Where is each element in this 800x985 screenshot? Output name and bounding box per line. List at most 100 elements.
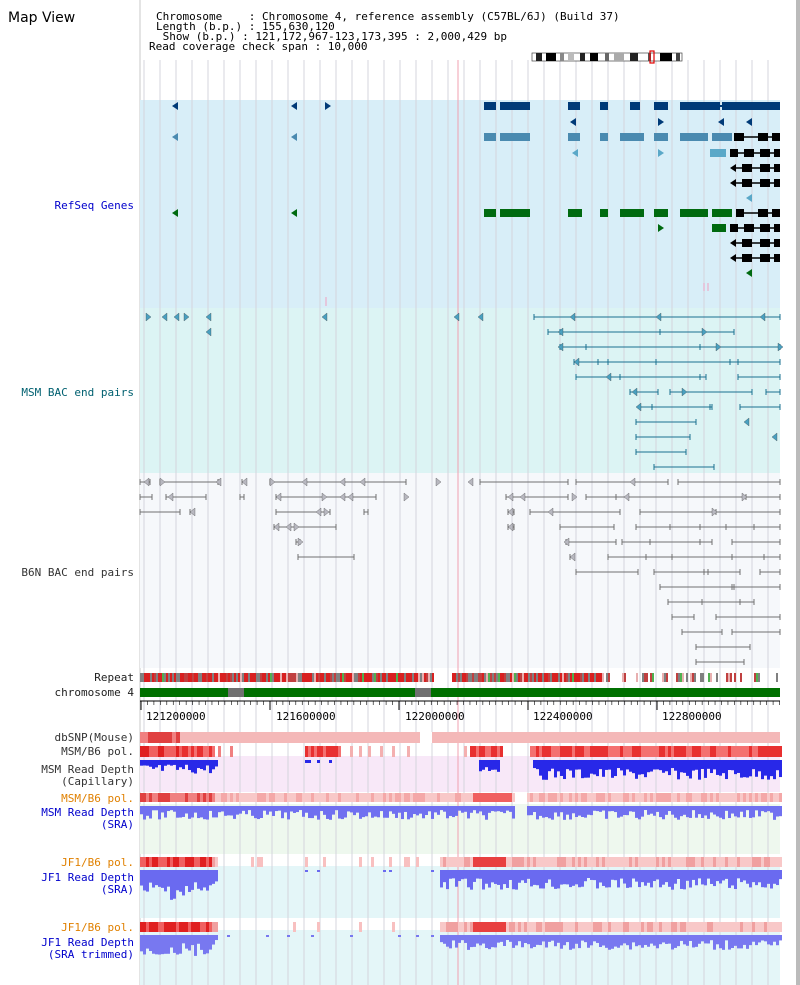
jf1-depth-trim-bin xyxy=(638,935,641,946)
axis-tick-label-2: 121600000 xyxy=(276,710,336,723)
jf1-depth-sra-bin xyxy=(764,870,767,888)
jf1-pol2-bin xyxy=(752,922,755,932)
msm-pol-bin xyxy=(668,746,671,757)
msm-depth-sra-bin xyxy=(209,806,212,811)
jf1-pol-bin xyxy=(197,857,200,867)
track-label-refseq[interactable]: RefSeq Genes xyxy=(54,199,134,212)
jf1-pol2-bin xyxy=(500,922,503,932)
jf1-depth-trim-bin xyxy=(206,935,209,954)
jf1-depth-sra-bin xyxy=(536,870,539,886)
repeat-segment xyxy=(406,673,408,682)
jf1-depth-sra-bin xyxy=(305,870,308,872)
jf1-pol-bin xyxy=(632,857,635,867)
msm-pol-bin xyxy=(326,746,329,757)
msm-pol2-bin xyxy=(776,793,779,802)
msm-depth-cap-bin xyxy=(743,760,746,778)
jf1-pol-bin xyxy=(467,857,470,867)
gene-arrow xyxy=(291,102,297,110)
repeat-segment xyxy=(322,673,324,682)
msm-pol2-bin xyxy=(407,793,410,802)
msm-pol-bin xyxy=(725,746,728,757)
msm-depth-sra-bin xyxy=(422,806,425,819)
repeat-segment xyxy=(218,673,220,682)
msm-pol2-bin xyxy=(758,793,761,802)
repeat-segment xyxy=(532,673,534,682)
dbsnp-bin xyxy=(212,732,216,743)
track-label-b6n-bac[interactable]: B6N BAC end pairs xyxy=(21,566,134,579)
msm-depth-cap-bin xyxy=(665,760,668,772)
jf1-depth-sra-bin xyxy=(722,870,725,881)
msm-pol-bin xyxy=(314,746,317,757)
jf1-depth-sra-bin xyxy=(176,870,179,891)
chromosome-bar xyxy=(140,688,780,697)
msm-depth-cap-bin xyxy=(602,760,605,777)
jf1-depth-sra-bin xyxy=(155,870,158,886)
jf1-pol2-bin xyxy=(656,922,659,932)
repeat-segment xyxy=(596,673,598,682)
jf1-pol-bin xyxy=(185,857,188,867)
jf1-depth-sra-bin xyxy=(662,870,665,885)
jf1-depth-sra-bin xyxy=(383,870,386,872)
repeat-segment xyxy=(256,673,258,682)
jf1-depth-sra-bin xyxy=(506,870,509,888)
msm-pol-bin xyxy=(743,746,746,757)
jf1-depth-trim-bin xyxy=(707,935,710,944)
msm-pol2-bin xyxy=(272,793,275,802)
repeat-segment xyxy=(258,673,260,682)
msm-depth-sra-bin xyxy=(710,806,713,813)
repeat-segment xyxy=(214,673,216,682)
gene-exon xyxy=(620,209,644,217)
msm-depth-sra-bin xyxy=(482,806,485,816)
jf1-pol2-bin xyxy=(602,922,605,932)
jf1-pol-bin xyxy=(251,857,254,867)
jf1-depth-trim-bin xyxy=(581,935,584,941)
jf1-pol2-bin xyxy=(206,922,209,932)
jf1-pol-bin xyxy=(674,857,677,867)
jf1-pol-bin xyxy=(149,857,152,867)
dbsnp-bin xyxy=(496,732,500,743)
msm-depth-sra-bin xyxy=(359,806,362,819)
jf1-pol-bin xyxy=(641,857,644,867)
msm-depth-sra-bin xyxy=(584,806,587,818)
msm-pol-bin xyxy=(575,746,578,757)
dbsnp-bin xyxy=(616,732,620,743)
msm-depth-sra-bin xyxy=(212,806,215,818)
repeat-segment xyxy=(366,673,368,682)
bac-end-marker xyxy=(145,312,152,322)
repeat-segment xyxy=(526,673,528,682)
repeat-segment xyxy=(586,673,588,682)
jf1-pol2-bin xyxy=(548,922,551,932)
track-label-msm-bac[interactable]: MSM BAC end pairs xyxy=(21,386,134,399)
msm-pol2-bin xyxy=(707,793,710,802)
jf1-depth-trim-bin xyxy=(665,935,668,944)
track-label-msm-depth-sra-sub: (SRA) xyxy=(100,818,134,831)
msm-depth-cap-bin xyxy=(167,760,170,765)
jf1-pol-bin xyxy=(146,857,149,867)
jf1-pol-bin xyxy=(536,857,539,867)
msm-depth-cap-bin xyxy=(152,760,155,769)
repeat-segment xyxy=(154,673,156,682)
bac-end-marker xyxy=(275,492,282,502)
chromosome-gap xyxy=(228,688,244,697)
msm-depth-cap-bin xyxy=(308,760,311,763)
jf1-pol2-bin xyxy=(779,922,782,932)
jf1-pol-bin xyxy=(257,857,260,867)
dbsnp-bin xyxy=(772,732,776,743)
jf1-pol-bin xyxy=(209,857,212,867)
jf1-pol-bin xyxy=(734,857,737,867)
msm-pol2-bin xyxy=(233,793,236,802)
msm-depth-sra-bin xyxy=(200,806,203,818)
msm-depth-sra-bin xyxy=(668,806,671,812)
repeat-segment xyxy=(358,673,360,682)
dbsnp-bin xyxy=(656,732,660,743)
msm-pol-bin xyxy=(686,746,689,757)
jf1-depth-trim-bin xyxy=(563,935,566,946)
jf1-pol2-bin xyxy=(461,922,464,932)
bac-end-marker xyxy=(631,387,638,397)
msm-depth-sra-bin xyxy=(329,806,332,820)
msm-depth-cap-bin xyxy=(755,760,758,777)
msm-depth-sra-bin xyxy=(317,806,320,820)
jf1-pol-bin xyxy=(470,857,473,867)
jf1-depth-sra-bin xyxy=(533,870,536,885)
scrollbar-edge[interactable] xyxy=(796,0,800,985)
